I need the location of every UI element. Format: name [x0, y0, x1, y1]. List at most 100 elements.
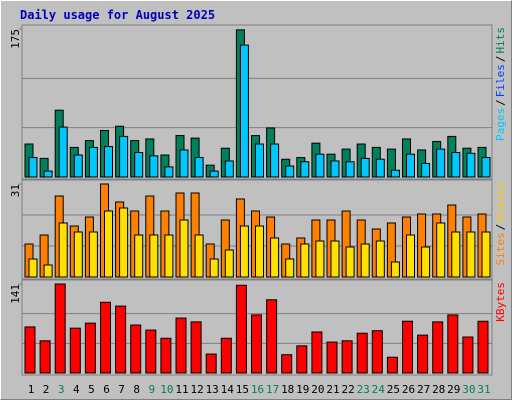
bar [255, 225, 264, 278]
y-tick-label: 31 [9, 184, 22, 197]
panel-frame [21, 24, 493, 180]
bar [481, 231, 491, 278]
bar [164, 166, 174, 178]
y-tick-label: 141 [9, 284, 22, 304]
bar [356, 332, 368, 374]
bar [451, 231, 461, 278]
bar [390, 261, 400, 278]
bar [88, 146, 98, 178]
bar [73, 231, 83, 278]
bar [371, 330, 383, 374]
x-tick-label: 31 [477, 383, 490, 396]
bar [432, 321, 444, 374]
bar [28, 157, 38, 178]
x-tick-label: 18 [281, 383, 294, 396]
x-tick-label: 13 [206, 383, 219, 396]
bar [330, 160, 340, 178]
bar [160, 337, 172, 374]
bar [224, 160, 234, 178]
bar [390, 169, 400, 178]
bar [421, 162, 431, 178]
bar [417, 334, 429, 374]
x-tick-label: 25 [387, 383, 400, 396]
x-tick-label: 7 [118, 383, 125, 396]
bar [104, 146, 113, 178]
legend-separator: / [494, 99, 507, 106]
legend-entry: Sites [494, 232, 507, 265]
legend-separator: / [494, 56, 507, 63]
bar [194, 157, 204, 178]
bar [175, 317, 187, 374]
bar [58, 126, 68, 178]
bar [235, 284, 247, 374]
bar [104, 210, 113, 278]
bar [330, 240, 340, 278]
bar [119, 207, 129, 278]
bar [179, 219, 189, 278]
x-tick-label: 17 [266, 383, 279, 396]
bar [421, 246, 431, 278]
bar [119, 135, 129, 178]
bar [39, 340, 51, 374]
bar [84, 322, 96, 374]
bar [149, 234, 159, 278]
x-tick-label: 29 [447, 383, 460, 396]
bar [375, 240, 385, 278]
bar [194, 234, 204, 278]
y-tick-label: 175 [9, 29, 22, 49]
bar [481, 157, 491, 178]
bar [386, 356, 398, 374]
bar [360, 157, 370, 178]
legend: KBytes [494, 282, 507, 322]
bar [266, 299, 278, 374]
bar [54, 283, 66, 374]
x-tick-label: 20 [311, 383, 324, 396]
x-tick-label: 6 [103, 383, 110, 396]
x-tick-label: 5 [88, 383, 95, 396]
bar [436, 222, 446, 278]
bar [341, 340, 353, 374]
bar [406, 234, 415, 278]
bar [130, 324, 142, 374]
legend-separator: / [494, 224, 507, 231]
bar [58, 222, 68, 278]
x-tick-label: 11 [175, 383, 188, 396]
bar [360, 243, 370, 278]
x-tick-label: 24 [372, 383, 386, 396]
bar [134, 151, 144, 178]
bar [179, 149, 189, 178]
x-tick-label: 19 [296, 383, 309, 396]
bar [375, 158, 385, 178]
bar [43, 170, 53, 178]
legend: Sites/ Visits [494, 182, 507, 266]
x-tick-label: 15 [236, 383, 249, 396]
bar [251, 314, 262, 374]
x-tick-label: 27 [417, 383, 430, 396]
bar [270, 237, 280, 278]
bar [100, 301, 111, 374]
bar [239, 225, 249, 278]
bar [326, 341, 338, 374]
x-tick-label: 23 [357, 383, 370, 396]
bar [88, 231, 98, 278]
x-tick-label: 22 [341, 383, 354, 396]
bar [436, 148, 446, 178]
bar [345, 161, 355, 178]
bar [73, 154, 83, 178]
bar [205, 353, 217, 374]
bar [43, 264, 53, 278]
bar [462, 336, 474, 374]
bar [149, 155, 159, 178]
bar [402, 320, 413, 374]
bar [164, 234, 174, 278]
bar [69, 327, 81, 374]
legend-entry: Visits [494, 182, 507, 222]
x-tick-label: 8 [133, 383, 140, 396]
bar [285, 258, 295, 278]
x-tick-label: 16 [251, 383, 264, 396]
chart-title: Daily usage for August 2025 [20, 8, 215, 22]
x-tick-label: 10 [160, 383, 173, 396]
x-tick-label: 9 [148, 383, 155, 396]
